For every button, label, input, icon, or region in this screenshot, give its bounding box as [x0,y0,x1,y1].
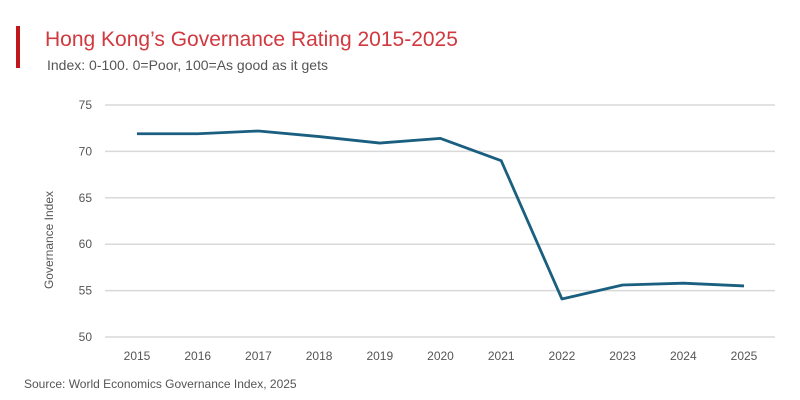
x-tick-label: 2018 [306,349,333,363]
x-tick-label: 2015 [124,349,151,363]
y-tick-label: 75 [79,98,93,112]
x-tick-label: 2020 [427,349,454,363]
x-tick-label: 2022 [549,349,576,363]
x-tick-label: 2021 [488,349,515,363]
title-accent-bar [16,26,20,68]
chart-subtitle: Index: 0-100. 0=Poor, 100=As good as it … [47,57,328,73]
y-tick-label: 65 [79,191,93,205]
y-axis-label: Governance Index [42,191,56,289]
y-tick-label: 55 [79,284,93,298]
x-tick-label: 2024 [670,349,697,363]
x-tick-label: 2016 [184,349,211,363]
y-tick-label: 60 [79,237,93,251]
y-tick-label: 70 [79,144,93,158]
y-tick-label: 50 [79,330,93,344]
x-tick-label: 2023 [609,349,636,363]
x-tick-label: 2019 [366,349,393,363]
series-line [137,129,745,301]
chart-title: Hong Kong’s Governance Rating 2015-2025 [45,28,458,51]
x-tick-label: 2025 [731,349,758,363]
x-tick-label: 2017 [245,349,272,363]
source-note: Source: World Economics Governance Index… [24,377,297,391]
